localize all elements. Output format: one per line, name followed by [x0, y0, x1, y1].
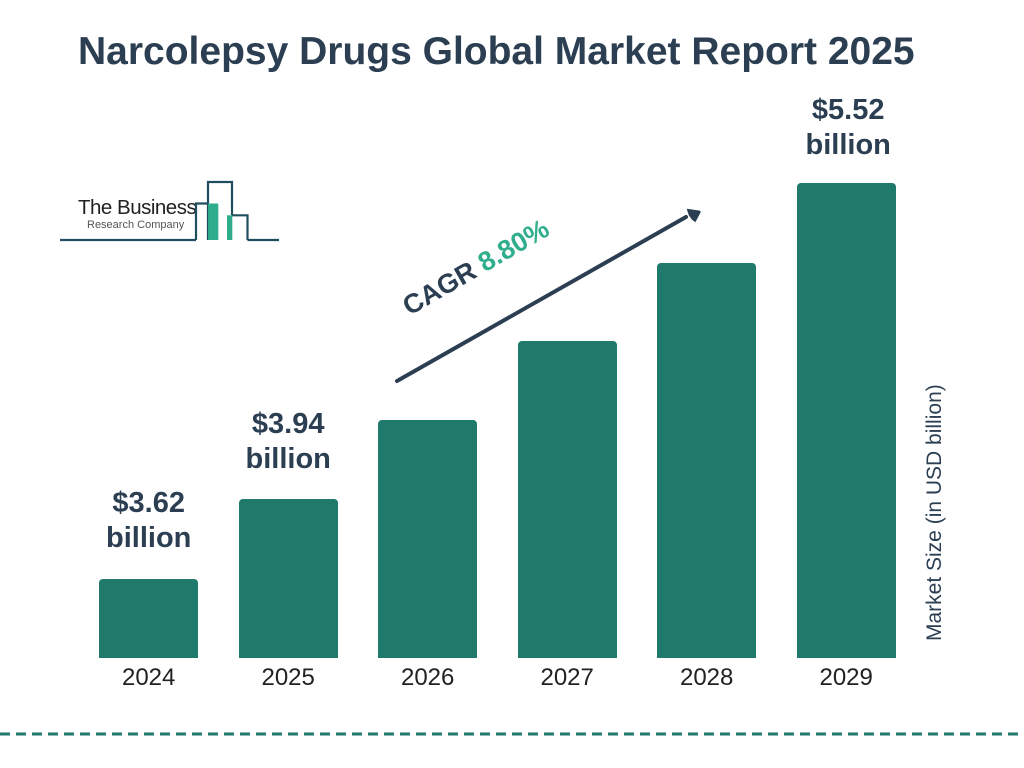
svg-text:The Business: The Business [78, 196, 196, 219]
svg-text:Research Company: Research Company [87, 219, 185, 231]
